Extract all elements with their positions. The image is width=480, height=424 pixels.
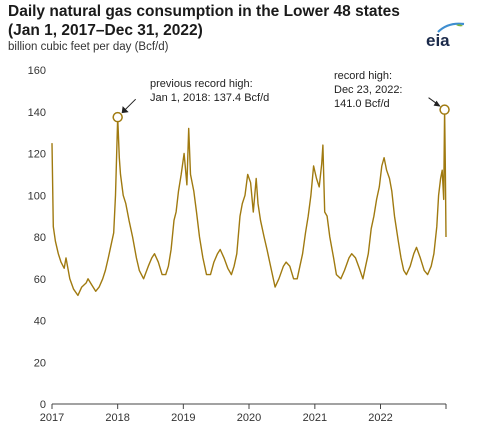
annotations: previous record high: Jan 1, 2018: 137.4 … <box>112 70 450 123</box>
y-axis: 0 20 40 60 80 100 120 140 160 <box>28 65 46 411</box>
eia-logo: eia <box>426 22 465 50</box>
x-tick-label: 2020 <box>237 412 261 424</box>
x-tick-label: 2019 <box>171 412 195 424</box>
chart-title-line-1: Daily natural gas consumption in the Low… <box>8 3 400 20</box>
x-axis: 2017 2018 2019 2020 2021 2022 <box>40 403 447 424</box>
annotation-arrowhead <box>433 100 441 107</box>
logo-text: eia <box>426 31 450 50</box>
annotation-label: previous record high: <box>150 78 253 90</box>
y-tick-label: 0 <box>40 399 46 411</box>
y-tick-label: 20 <box>34 357 46 369</box>
y-tick-label: 40 <box>34 316 46 328</box>
x-tick-label: 2021 <box>303 412 327 424</box>
x-tick-label: 2018 <box>105 412 129 424</box>
y-tick-label: 80 <box>34 232 46 244</box>
x-tick-label: 2022 <box>368 412 392 424</box>
record-marker <box>439 104 450 115</box>
annotation-label: 141.0 Bcf/d <box>334 98 390 110</box>
annotation-arrowhead <box>121 106 129 114</box>
annotation-label: record high: <box>334 70 392 82</box>
y-tick-label: 160 <box>28 65 46 77</box>
y-tick-label: 60 <box>34 274 46 286</box>
y-tick-label: 100 <box>28 190 46 202</box>
x-tick-label: 2017 <box>40 412 64 424</box>
chart-title-line-2: (Jan 1, 2017–Dec 31, 2022) <box>8 22 203 39</box>
y-tick-label: 120 <box>28 149 46 161</box>
annotation-label: Dec 23, 2022: <box>334 84 403 96</box>
series-line <box>51 109 447 297</box>
chart-title: Daily natural gas consumption in the Low… <box>8 2 408 40</box>
record-marker <box>112 111 123 123</box>
y-tick-label: 140 <box>28 107 46 119</box>
chart-subtitle: billion cubic feet per day (Bcf/d) <box>8 41 169 53</box>
logo-leaf <box>456 24 463 27</box>
logo-swoosh <box>437 22 465 33</box>
annotation-label: Jan 1, 2018: 137.4 Bcf/d <box>150 92 269 104</box>
